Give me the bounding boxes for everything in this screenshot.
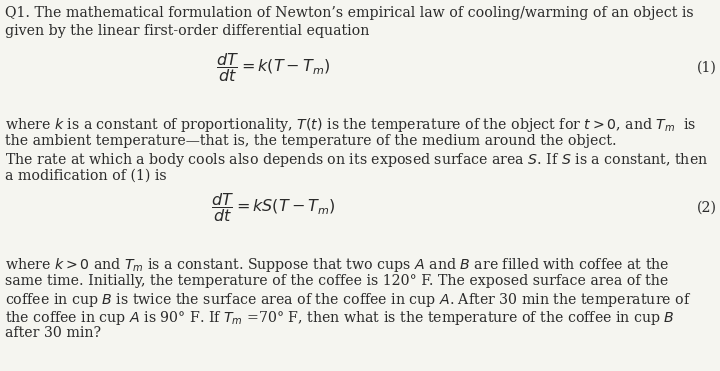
Text: coffee in cup $B$ is twice the surface area of the coffee in cup $A$. After 30 m: coffee in cup $B$ is twice the surface a… xyxy=(5,291,691,309)
Text: where $k > 0$ and $T_m$ is a constant. Suppose that two cups $A$ and $B$ are fil: where $k > 0$ and $T_m$ is a constant. S… xyxy=(5,256,670,274)
Text: the coffee in cup $A$ is 90° F. If $T_m$ =70° F, then what is the temperature of: the coffee in cup $A$ is 90° F. If $T_m$… xyxy=(5,309,675,327)
Text: a modification of (1) is: a modification of (1) is xyxy=(5,169,166,183)
Text: (1): (1) xyxy=(696,60,716,74)
Text: after 30 min?: after 30 min? xyxy=(5,326,101,340)
Text: (2): (2) xyxy=(696,200,716,214)
Text: $\dfrac{dT}{dt} = kS(T - T_m)$: $\dfrac{dT}{dt} = kS(T - T_m)$ xyxy=(211,191,336,224)
Text: the ambient temperature—that is, the temperature of the medium around the object: the ambient temperature—that is, the tem… xyxy=(5,134,616,148)
Text: same time. Initially, the temperature of the coffee is 120° F. The exposed surfa: same time. Initially, the temperature of… xyxy=(5,274,668,288)
Text: Q1. The mathematical formulation of Newton’s empirical law of cooling/warming of: Q1. The mathematical formulation of Newt… xyxy=(5,6,693,20)
Text: $\dfrac{dT}{dt} = k(T - T_m)$: $\dfrac{dT}{dt} = k(T - T_m)$ xyxy=(216,51,331,84)
Text: given by the linear first-order differential equation: given by the linear first-order differen… xyxy=(5,23,369,37)
Text: where $k$ is a constant of proportionality, $T(t)$ is the temperature of the obj: where $k$ is a constant of proportionali… xyxy=(5,116,696,134)
Text: The rate at which a body cools also depends on its exposed surface area $S$. If : The rate at which a body cools also depe… xyxy=(5,151,708,169)
